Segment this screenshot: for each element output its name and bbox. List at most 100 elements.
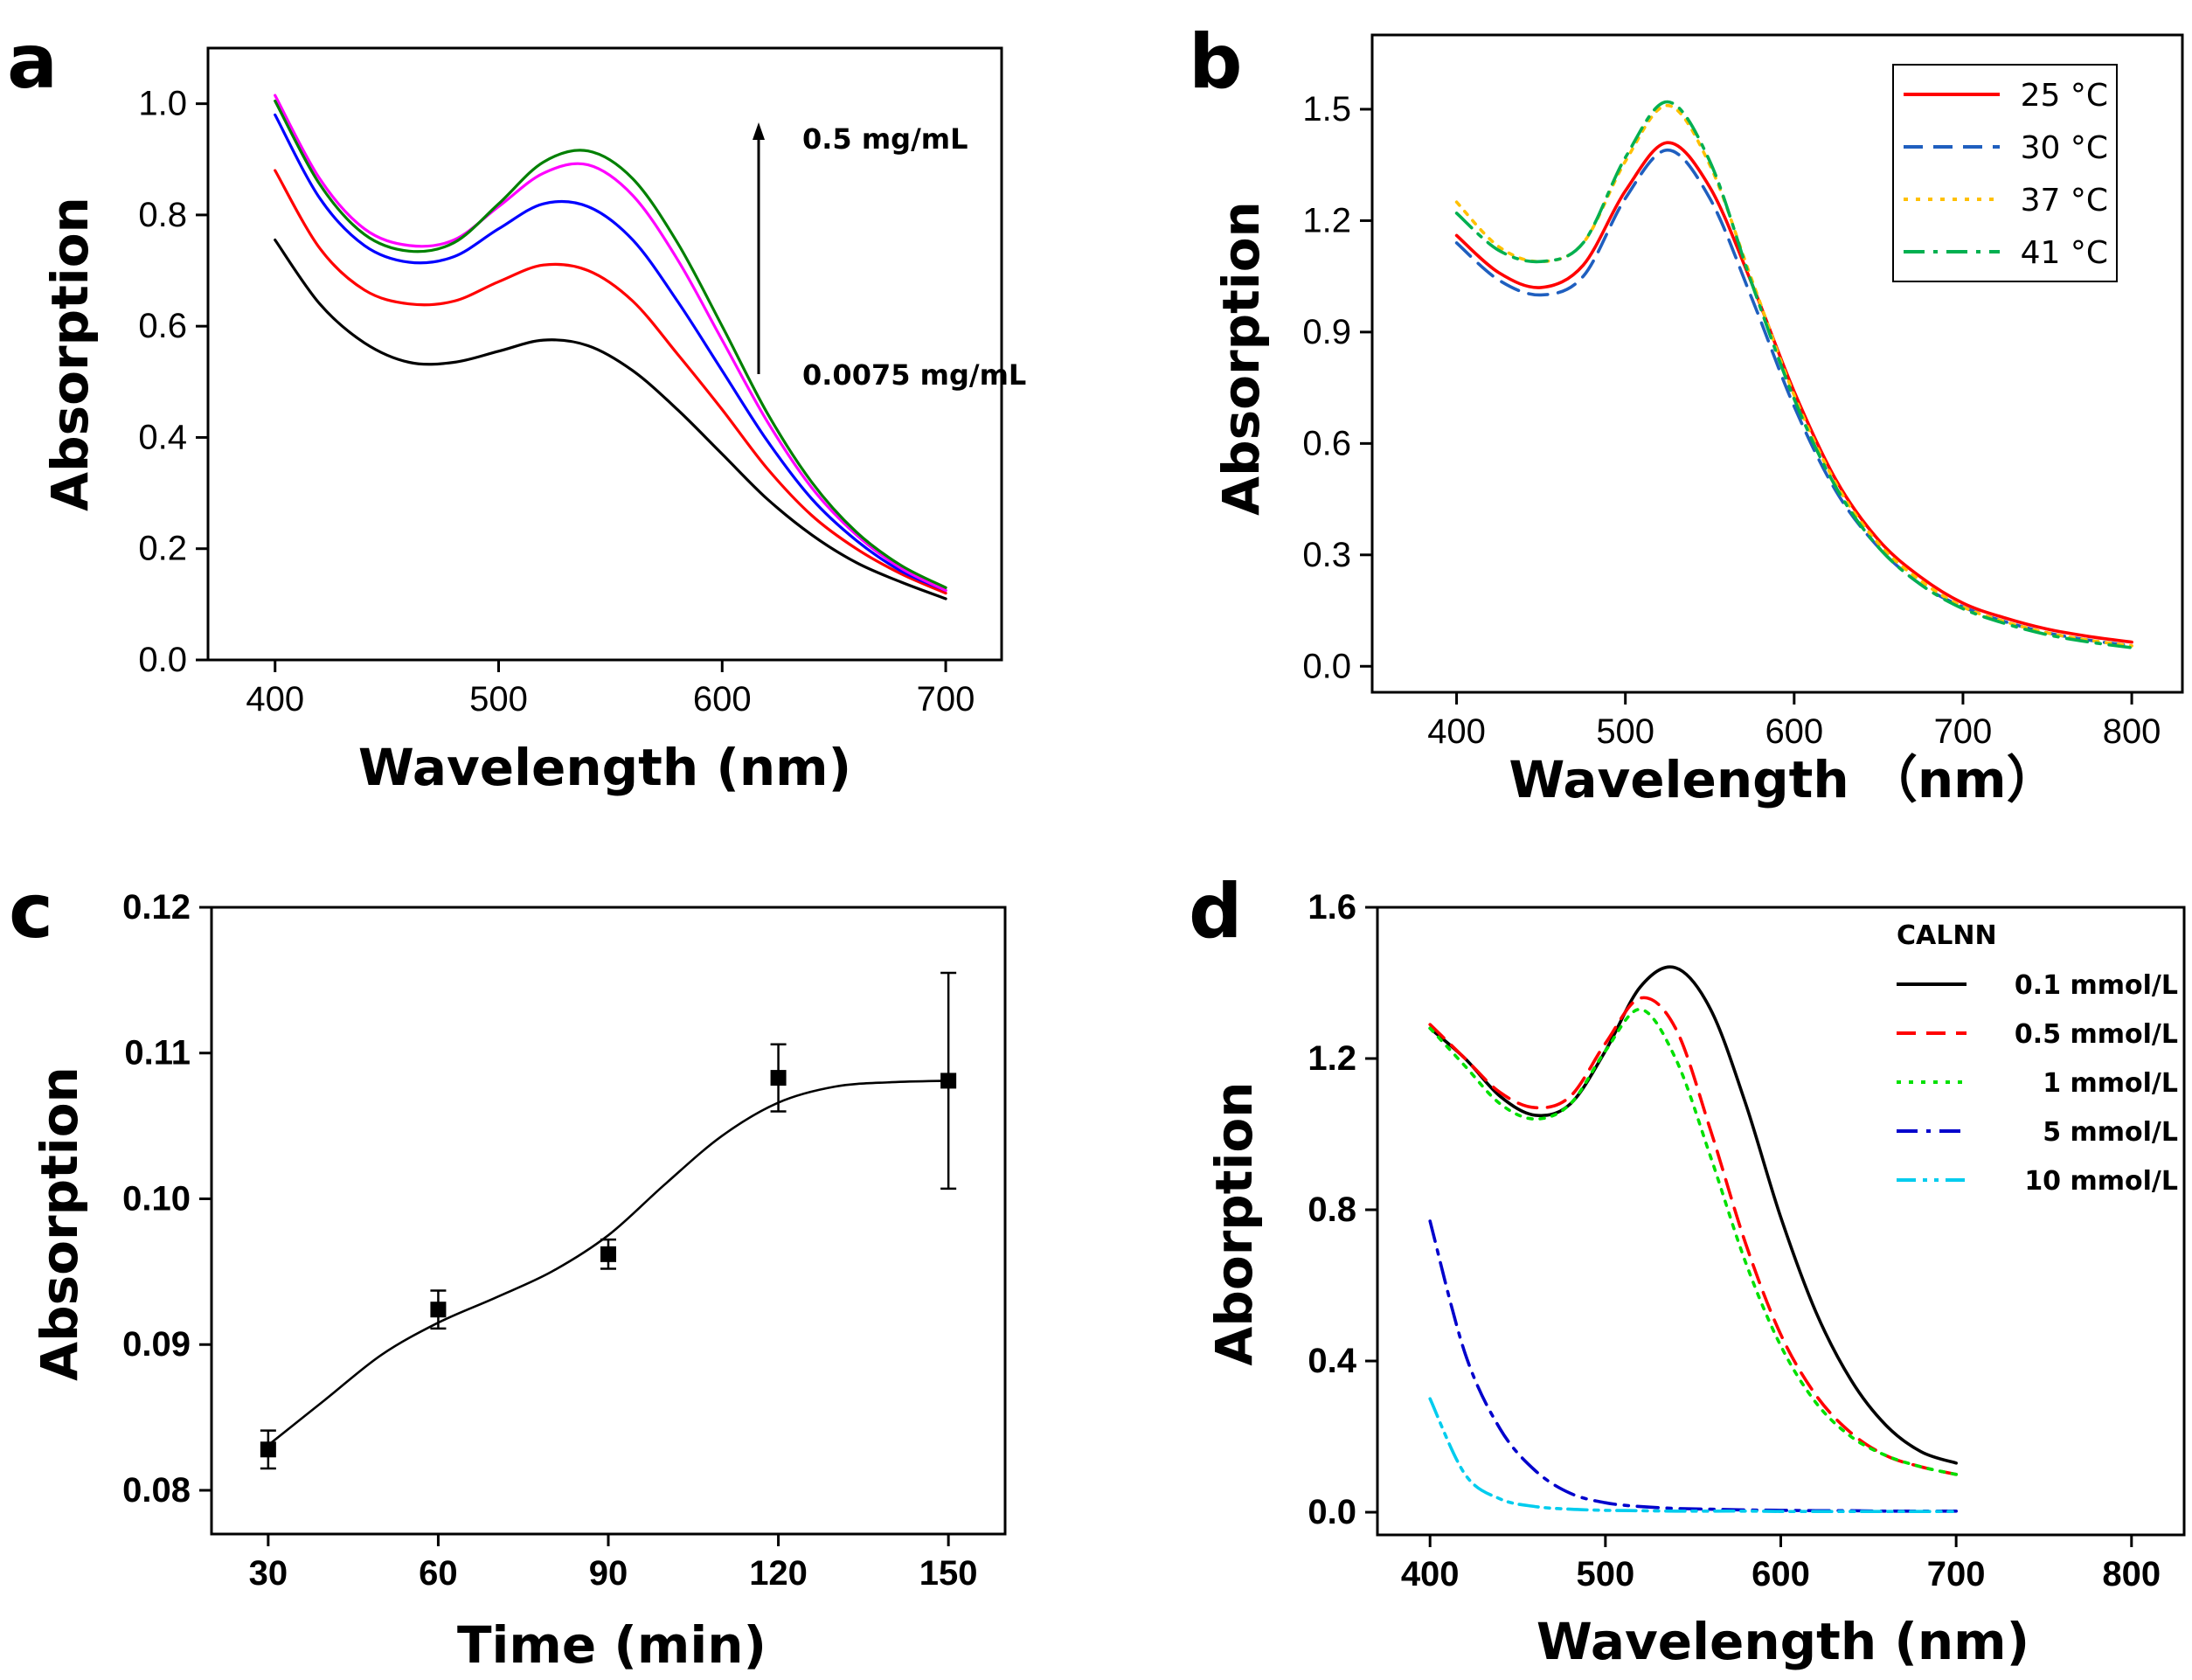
series-line-a-0 [274, 238, 947, 600]
y-tick-label-d: 1.6 [1308, 888, 1356, 927]
legend-label-d-3: 5 mmol/L [2043, 1117, 2178, 1148]
legend-label-d-2: 1 mmol/L [2043, 1068, 2178, 1099]
data-point-c [770, 1070, 787, 1086]
y-tick-label-a: 0.8 [138, 196, 187, 234]
x-tick-label-b: 700 [1934, 712, 1993, 751]
y-tick-label-a: 0.6 [138, 307, 187, 345]
y-tick-label-a: 0.0 [138, 641, 187, 679]
annotation-bottom-a: 0.0075 mg/mL [802, 358, 1026, 392]
legend-label-b-1: 30 °C [2021, 130, 2108, 166]
x-axis-title-c: Time (min) [457, 1615, 767, 1675]
series-group-d [1428, 965, 1958, 1514]
y-tick-label-b: 0.9 [1302, 313, 1351, 351]
x-tick-label-b: 600 [1765, 712, 1823, 751]
series-line-a-3 [274, 94, 947, 593]
legend-d: 0.1 mmol/L 0.5 mmol/L 1 mmol/L 5 mmol/L 10 m… [1897, 970, 2178, 1197]
legend-b: 25 °C 30 °C 37 °C 41 °C [1904, 78, 2108, 271]
y-axis-title-d: Aborption [1204, 1081, 1264, 1365]
series-line-d-4 [1428, 1397, 1958, 1514]
y-tick-label-d: 0.4 [1308, 1342, 1356, 1380]
x-tick-label-c: 150 [919, 1554, 978, 1593]
y-tick-label-c: 0.08 [122, 1471, 191, 1510]
x-axis-title-a: Wavelength (nm) [358, 738, 851, 797]
series-line-a-2 [274, 113, 947, 593]
y-tick-label-b: 0.3 [1302, 536, 1351, 574]
panel-label-c: c [9, 868, 53, 955]
legend-label-d-4: 10 mmol/L [2024, 1166, 2178, 1197]
x-tick-label-d: 600 [1752, 1555, 1810, 1593]
x-tick-label-a: 600 [693, 680, 752, 719]
annotation-arrowhead-a [753, 122, 765, 140]
y-tick-label-c: 0.09 [122, 1325, 191, 1364]
data-point-c [940, 1073, 957, 1089]
x-tick-label-a: 700 [917, 680, 975, 719]
x-tick-label-d: 500 [1576, 1555, 1634, 1593]
data-point-c [600, 1246, 616, 1262]
plot-frame-a [206, 46, 1003, 662]
y-tick-label-d: 1.2 [1308, 1039, 1356, 1078]
series-group-b [1454, 100, 2133, 649]
series-line-d-2 [1428, 1008, 1958, 1476]
y-tick-label-b: 1.2 [1302, 201, 1351, 240]
legend-box-b [1892, 64, 2118, 282]
x-tick-label-c: 90 [589, 1554, 628, 1593]
series-group-c [260, 971, 957, 1470]
x-tick-label-a: 500 [469, 680, 528, 719]
legend-label-b-3: 41 °C [2021, 235, 2108, 271]
fit-curve-c [267, 1080, 949, 1447]
y-tick-label-a: 0.4 [138, 418, 187, 456]
panel-c: c 30 60 90 120 150 0.08 0.09 0.10 0.11 0.12 Time … [9, 868, 1007, 1675]
y-axis-title-c: Absorption [30, 1066, 89, 1381]
series-line-d-1 [1428, 996, 1958, 1476]
legend-label-b-2: 37 °C [2021, 183, 2108, 219]
x-tick-label-b: 400 [1427, 712, 1486, 751]
y-tick-label-a: 0.2 [138, 530, 187, 568]
panel-b: b 400 500 600 700 800 0.0 0.3 0.6 0.9 1.2 1.5 Wave… [1189, 18, 2184, 809]
x-tick-label-b: 500 [1596, 712, 1654, 751]
legend-title-d: CALNN [1897, 920, 1997, 951]
legend-label-d-1: 0.5 mmol/L [2015, 1019, 2178, 1050]
tick-group-b: 400 500 600 700 800 0.0 0.3 0.6 0.9 1.2 1.5 [1302, 90, 2161, 751]
legend-label-b-0: 25 °C [2021, 78, 2108, 114]
y-axis-title-b: Absorption [1211, 201, 1271, 516]
x-axis-title-d: Wavelength (nm) [1536, 1612, 2029, 1671]
y-tick-label-b: 1.5 [1302, 90, 1351, 128]
panel-label-b: b [1189, 18, 1243, 106]
legend-label-d-0: 0.1 mmol/L [2015, 970, 2178, 1001]
x-tick-label-d: 800 [2102, 1555, 2161, 1593]
y-tick-label-d: 0.0 [1308, 1493, 1356, 1531]
x-tick-label-c: 60 [419, 1554, 458, 1593]
x-axis-title-b: Wavelength （nm） [1509, 750, 2057, 809]
x-tick-label-c: 30 [249, 1554, 288, 1593]
y-tick-label-a: 1.0 [138, 85, 187, 123]
series-line-b-1 [1454, 148, 2133, 648]
y-tick-label-d: 0.8 [1308, 1191, 1356, 1229]
data-point-c [430, 1302, 447, 1318]
data-point-c [260, 1441, 276, 1458]
x-tick-label-a: 400 [246, 680, 304, 719]
y-tick-label-b: 0.6 [1302, 424, 1351, 462]
tick-group-c: 30 60 90 120 150 0.08 0.09 0.10 0.11 0.12 [122, 888, 977, 1593]
y-axis-title-a: Absorption [40, 197, 100, 511]
y-tick-label-c: 0.10 [122, 1179, 191, 1218]
x-tick-label-d: 700 [1927, 1555, 1986, 1593]
series-line-a-1 [274, 169, 947, 595]
series-line-b-3 [1454, 100, 2133, 649]
series-group-a [274, 94, 947, 600]
series-line-d-0 [1428, 965, 1958, 1465]
panel-a: a 400 500 600 700 0.0 0.2 0.4 0.6 0.8 1.0 Wavelen… [7, 18, 1026, 797]
panel-label-d: d [1189, 868, 1243, 955]
panel-d: d 400 500 600 700 800 0.0 0.4 0.8 1.2 1.6 Wavelen… [1189, 868, 2186, 1671]
x-tick-label-d: 400 [1401, 1555, 1460, 1593]
tick-group-a: 400 500 600 700 0.0 0.2 0.4 0.6 0.8 1.0 [138, 85, 975, 719]
panel-label-a: a [7, 18, 58, 106]
series-line-a-4 [274, 99, 947, 589]
annotation-top-a: 0.5 mg/mL [802, 122, 968, 156]
tick-group-d: 400 500 600 700 800 0.0 0.4 0.8 1.2 1.6 [1308, 888, 2161, 1593]
x-tick-label-b: 800 [2103, 712, 2161, 751]
y-tick-label-c: 0.11 [124, 1034, 191, 1073]
plot-frame-b [1370, 33, 2184, 694]
y-tick-label-c: 0.12 [122, 888, 191, 927]
